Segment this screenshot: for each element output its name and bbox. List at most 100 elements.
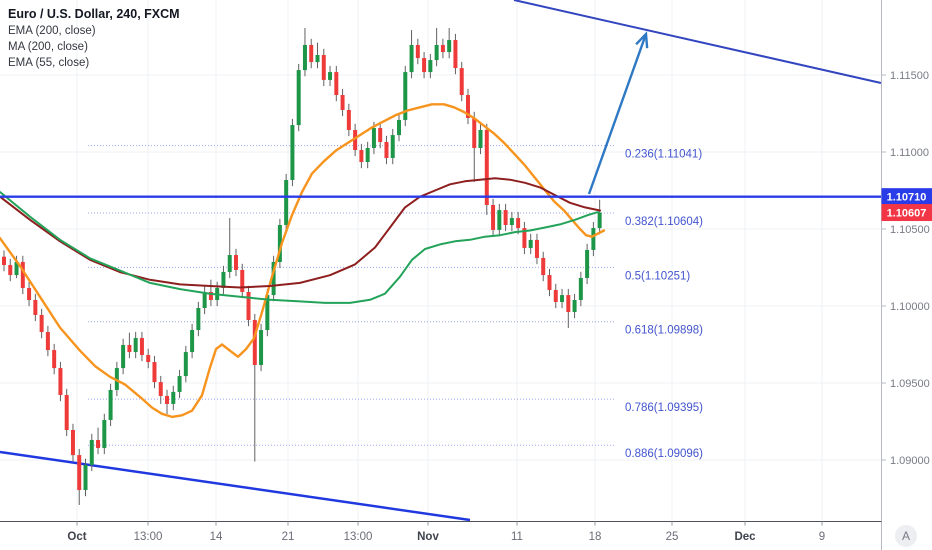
- time-tick-label: Nov: [417, 531, 439, 543]
- fib-labels: 0.236(1.11041) 0.382(1.10604) 0.5(1.10251)…: [625, 149, 703, 461]
- candle-up: [271, 261, 276, 296]
- candle-down: [522, 228, 527, 248]
- candle-down: [459, 68, 464, 96]
- candle-up: [171, 391, 176, 404]
- candle-up: [560, 295, 565, 302]
- time-tick-label: 9: [819, 531, 825, 543]
- candle-down: [415, 44, 420, 59]
- svg-text:1.10607: 1.10607: [887, 208, 927, 220]
- candle-down: [58, 368, 63, 396]
- candle-down: [503, 210, 508, 225]
- time-tick-label: 11: [511, 531, 523, 543]
- candle-up: [572, 299, 577, 313]
- overlay-line-2[interactable]: [0, 191, 599, 304]
- candle-up: [390, 135, 395, 159]
- candle-down: [484, 129, 489, 205]
- time-tick-label: 18: [589, 531, 602, 543]
- candle-up: [190, 330, 195, 353]
- indicator-ma200[interactable]: MA (200, close): [8, 41, 88, 53]
- candle-down: [152, 362, 157, 383]
- candle-up: [447, 40, 452, 53]
- candle-down: [465, 95, 470, 118]
- candle-down: [20, 261, 25, 288]
- candle-up: [277, 224, 282, 262]
- price-axis-labels: 1.11500 1.11000 1.10500 1.10000 1.09500 1.090…: [881, 70, 930, 467]
- candle-up: [497, 210, 502, 230]
- chart-legend: Euro / U.S. Dollar, 240, FXCM EMA (200, …: [8, 6, 180, 71]
- candle-up: [14, 261, 19, 276]
- candles: [2, 28, 602, 505]
- last-price-badge: 1.10607: [881, 204, 932, 222]
- trendline-lower-support[interactable]: [0, 450, 471, 522]
- price-tick-label: 1.10000: [890, 301, 930, 313]
- grid-lines: [0, 0, 881, 521]
- candle-up: [133, 338, 138, 353]
- candle-up: [196, 308, 201, 331]
- svg-text:A: A: [902, 529, 910, 543]
- candle-down: [2, 256, 6, 266]
- indicator-ema55[interactable]: EMA (55, close): [8, 57, 90, 69]
- overlay-line-1[interactable]: [0, 177, 601, 289]
- candle-up: [409, 44, 414, 73]
- fib-label-0.382: 0.382(1.10604): [625, 216, 703, 228]
- line-price-badge: 1.10710: [881, 188, 932, 206]
- candle-up: [284, 180, 289, 225]
- time-axis[interactable]: [0, 521, 932, 550]
- time-tick-label: 14: [210, 531, 223, 543]
- arrow-annotation[interactable]: [587, 31, 649, 195]
- candle-down: [321, 54, 326, 80]
- candle-down: [453, 40, 458, 69]
- account-badge[interactable]: A: [895, 525, 917, 547]
- time-tick-label: 21: [282, 531, 295, 543]
- candle-down: [359, 149, 364, 163]
- candle-up: [591, 228, 596, 250]
- candle-up: [434, 44, 439, 61]
- candle-up: [397, 119, 402, 136]
- candle-down: [353, 129, 358, 150]
- candle-down: [534, 239, 539, 258]
- time-tick-label: 13:00: [134, 531, 163, 543]
- candle-up: [365, 147, 370, 163]
- candle-down: [33, 299, 38, 315]
- price-tick-label: 1.10500: [890, 224, 930, 236]
- candle-up: [371, 127, 376, 148]
- candle-up: [102, 419, 107, 448]
- indicator-ema200[interactable]: EMA (200, close): [8, 25, 96, 37]
- candle-up: [83, 464, 88, 491]
- candle-up: [403, 72, 408, 120]
- candle-down: [70, 429, 75, 456]
- svg-text:1.10710: 1.10710: [887, 192, 927, 204]
- candle-up: [121, 344, 126, 369]
- time-tick-label: 25: [666, 531, 679, 543]
- candle-down: [165, 395, 170, 404]
- candle-down: [52, 350, 57, 369]
- time-axis-labels: Oct 13:00 14 21 13:00 Nov 11 18 25 Dec 9: [67, 521, 825, 543]
- candle-down: [64, 395, 69, 430]
- candle-up: [585, 249, 590, 278]
- fib-retracement[interactable]: [88, 145, 615, 446]
- candle-down: [346, 109, 351, 130]
- time-tick-label: Dec: [734, 531, 756, 543]
- candle-down: [233, 255, 238, 270]
- fib-label-0.236: 0.236(1.11041): [625, 149, 702, 161]
- fib-label-0.618: 0.618(1.09898): [625, 325, 703, 337]
- candle-up: [290, 125, 295, 181]
- overlay-line-0[interactable]: [0, 103, 606, 419]
- candle-down: [422, 58, 427, 73]
- time-tick-label: Oct: [67, 531, 86, 543]
- candle-down: [340, 95, 345, 110]
- candle-up: [528, 239, 533, 248]
- candle-down: [45, 332, 50, 351]
- candle-up: [478, 129, 483, 148]
- candle-down: [127, 344, 132, 353]
- price-axis[interactable]: [881, 0, 932, 550]
- symbol-title[interactable]: Euro / U.S. Dollar, 240, FXCM: [8, 7, 180, 21]
- fib-label-0.886: 0.886(1.09096): [625, 448, 703, 460]
- price-tick-label: 1.11500: [890, 70, 929, 82]
- candle-down: [8, 265, 13, 276]
- price-tick-label: 1.09000: [890, 455, 930, 467]
- candle-down: [440, 44, 445, 53]
- trendline-upper-resistance[interactable]: [513, 0, 882, 84]
